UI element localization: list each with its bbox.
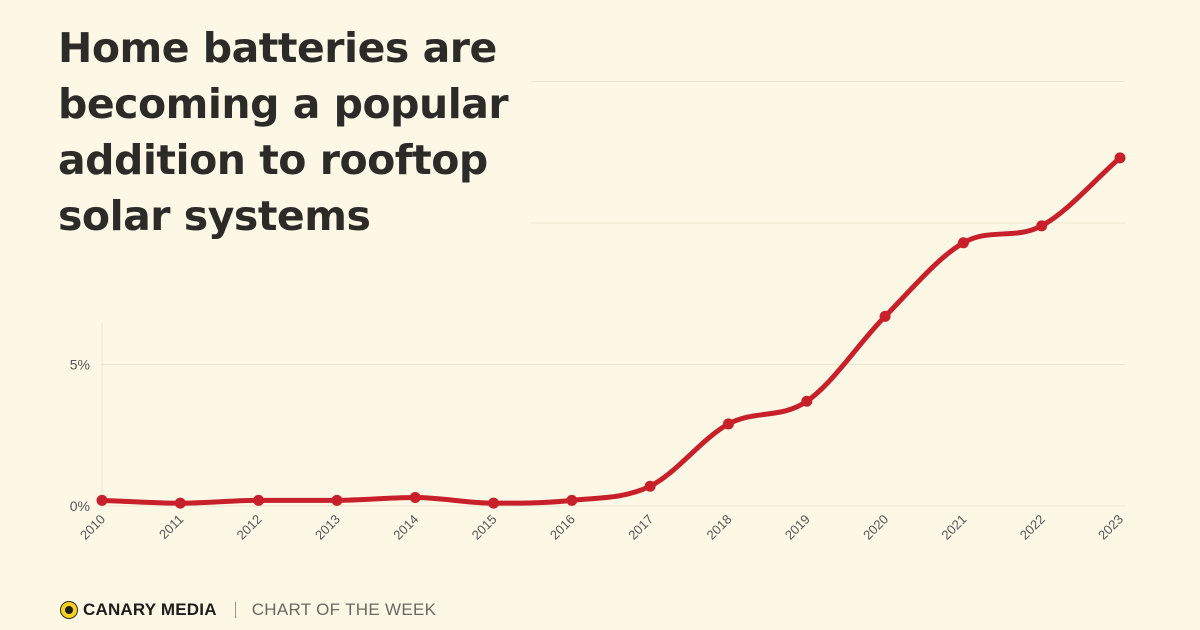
data-point [488, 497, 500, 509]
data-point [409, 492, 421, 504]
x-tick-label: 2010 [77, 512, 108, 543]
data-point [957, 237, 969, 249]
data-point [801, 395, 813, 407]
axes: 0% 5% 2010 2011 2012 2013 2014 2015 2016 2017 2018… [70, 357, 1126, 543]
data-points [96, 152, 1126, 509]
data-point [722, 418, 734, 430]
x-tick-label: 2011 [156, 512, 186, 542]
data-point [644, 480, 656, 492]
section-label: CHART OF THE WEEK [251, 600, 437, 619]
x-tick-label: 2022 [1017, 512, 1048, 543]
data-point [1036, 220, 1048, 232]
x-tick-label: 2016 [547, 512, 578, 543]
data-point [96, 494, 108, 506]
data-point [1114, 152, 1126, 164]
data-point [879, 310, 891, 322]
data-point [174, 497, 186, 509]
data-point [253, 494, 265, 506]
x-tick-label: 2019 [782, 512, 813, 543]
series-line [99, 155, 1123, 506]
chart-title: Home batteries are becoming a popular ad… [58, 24, 509, 240]
data-point [331, 494, 343, 506]
brand-name: CANARY MEDIA [83, 600, 217, 619]
x-tick-label: 2021 [938, 512, 969, 543]
x-tick-label: 2017 [625, 512, 656, 543]
footer: CANARY MEDIA CHART OF THE WEEK [60, 597, 436, 623]
x-tick-label: 2015 [469, 512, 500, 543]
canary-logo-icon [60, 601, 78, 619]
data-point [566, 494, 578, 506]
x-tick-label: 2018 [704, 512, 735, 543]
y-tick-label: 5% [70, 357, 90, 373]
gridlines [101, 81, 1125, 507]
x-tick-label: 2023 [1095, 512, 1126, 543]
x-tick-label: 2012 [234, 512, 265, 543]
footer-divider [234, 602, 236, 618]
x-tick-label: 2013 [312, 512, 343, 543]
x-tick-label: 2014 [390, 512, 421, 543]
x-tick-label: 2020 [860, 512, 891, 543]
y-tick-label: 0% [70, 498, 90, 514]
